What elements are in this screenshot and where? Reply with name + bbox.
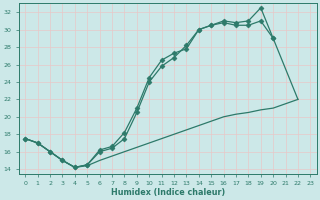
X-axis label: Humidex (Indice chaleur): Humidex (Indice chaleur) [111, 188, 225, 197]
